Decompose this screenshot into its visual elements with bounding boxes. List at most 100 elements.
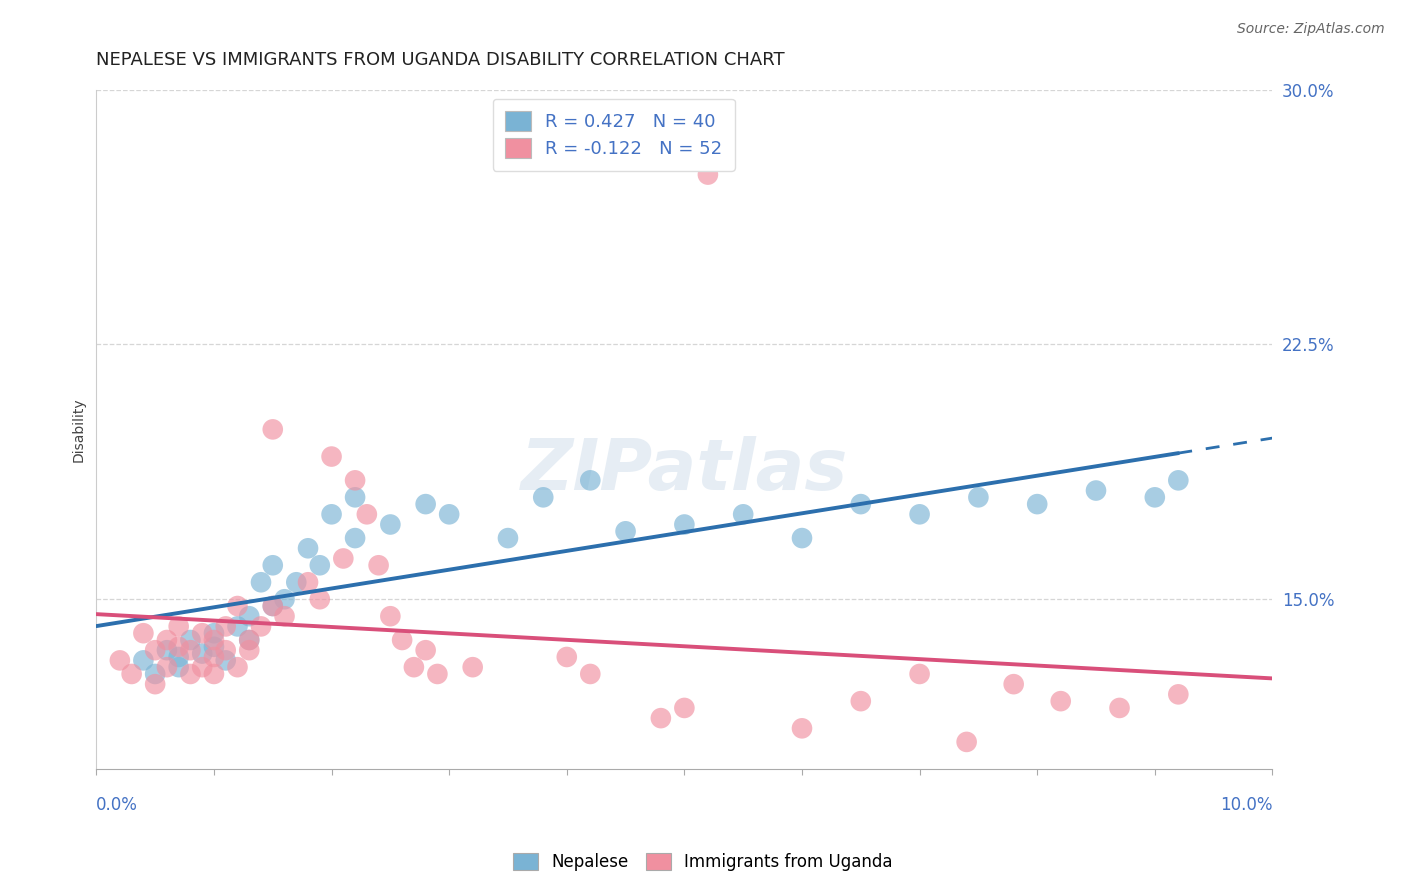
Point	[202, 632, 225, 647]
Point	[167, 619, 190, 633]
Point	[238, 643, 260, 657]
Point	[391, 632, 413, 647]
Point	[1167, 687, 1189, 701]
Point	[579, 473, 602, 487]
Point	[179, 632, 201, 647]
Point	[215, 619, 238, 633]
Point	[202, 667, 225, 681]
Point	[226, 619, 249, 633]
Point	[849, 694, 872, 708]
Point	[238, 609, 260, 624]
Point	[733, 508, 755, 522]
Point	[344, 473, 367, 487]
Point	[143, 643, 166, 657]
Point	[332, 551, 354, 566]
Point	[1167, 473, 1189, 487]
Point	[308, 592, 330, 607]
Point	[262, 558, 284, 573]
Point	[344, 531, 367, 545]
Legend: R = 0.427   N = 40, R = -0.122   N = 52: R = 0.427 N = 40, R = -0.122 N = 52	[492, 99, 735, 171]
Point	[790, 531, 813, 545]
Point	[908, 508, 931, 522]
Point	[191, 660, 214, 674]
Point	[167, 650, 190, 665]
Point	[121, 667, 143, 681]
Point	[285, 575, 308, 590]
Point	[908, 667, 931, 681]
Point	[250, 575, 273, 590]
Point	[437, 508, 460, 522]
Text: 0.0%: 0.0%	[97, 797, 138, 814]
Point	[226, 599, 249, 613]
Point	[132, 626, 155, 640]
Point	[380, 609, 402, 624]
Point	[191, 626, 214, 640]
Point	[415, 497, 437, 511]
Point	[250, 619, 273, 633]
Point	[156, 632, 179, 647]
Point	[215, 653, 238, 667]
Point	[344, 491, 367, 505]
Point	[308, 558, 330, 573]
Point	[238, 632, 260, 647]
Point	[273, 609, 295, 624]
Point	[496, 531, 519, 545]
Point	[191, 647, 214, 661]
Point	[673, 701, 696, 715]
Point	[132, 653, 155, 667]
Point	[143, 667, 166, 681]
Point	[380, 517, 402, 532]
Point	[1085, 483, 1108, 498]
Point	[531, 491, 554, 505]
Point	[179, 667, 201, 681]
Point	[156, 643, 179, 657]
Text: Source: ZipAtlas.com: Source: ZipAtlas.com	[1237, 22, 1385, 37]
Point	[226, 660, 249, 674]
Point	[1108, 701, 1130, 715]
Point	[967, 491, 990, 505]
Point	[367, 558, 389, 573]
Point	[849, 497, 872, 511]
Point	[202, 640, 225, 654]
Point	[461, 660, 484, 674]
Point	[696, 168, 718, 182]
Point	[202, 650, 225, 665]
Point	[262, 599, 284, 613]
Text: ZIPatlas: ZIPatlas	[520, 435, 848, 505]
Point	[673, 517, 696, 532]
Point	[1002, 677, 1025, 691]
Point	[215, 643, 238, 657]
Point	[790, 722, 813, 736]
Point	[426, 667, 449, 681]
Point	[1049, 694, 1071, 708]
Point	[262, 422, 284, 436]
Point	[356, 508, 378, 522]
Point	[143, 677, 166, 691]
Point	[1143, 491, 1166, 505]
Point	[579, 667, 602, 681]
Point	[167, 640, 190, 654]
Point	[321, 508, 343, 522]
Y-axis label: Disability: Disability	[72, 397, 86, 462]
Text: NEPALESE VS IMMIGRANTS FROM UGANDA DISABILITY CORRELATION CHART: NEPALESE VS IMMIGRANTS FROM UGANDA DISAB…	[97, 51, 785, 69]
Point	[1026, 497, 1049, 511]
Point	[108, 653, 131, 667]
Point	[167, 660, 190, 674]
Point	[238, 632, 260, 647]
Point	[297, 541, 319, 556]
Legend: Nepalese, Immigrants from Uganda: Nepalese, Immigrants from Uganda	[505, 845, 901, 880]
Point	[415, 643, 437, 657]
Point	[402, 660, 425, 674]
Text: 10.0%: 10.0%	[1220, 797, 1272, 814]
Point	[179, 643, 201, 657]
Point	[262, 599, 284, 613]
Point	[956, 735, 979, 749]
Point	[273, 592, 295, 607]
Point	[555, 650, 578, 665]
Point	[650, 711, 672, 725]
Point	[321, 450, 343, 464]
Point	[614, 524, 637, 539]
Point	[156, 660, 179, 674]
Point	[297, 575, 319, 590]
Point	[202, 626, 225, 640]
